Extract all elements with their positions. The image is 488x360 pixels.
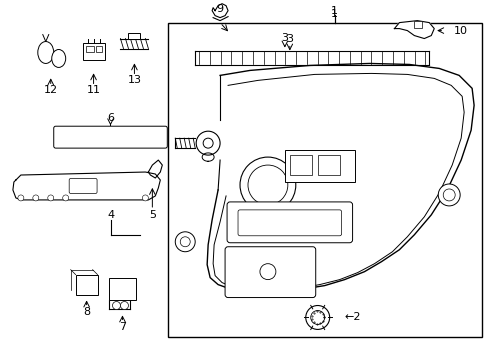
- Polygon shape: [212, 4, 227, 18]
- Circle shape: [203, 138, 213, 148]
- Circle shape: [48, 195, 54, 201]
- Text: 1: 1: [330, 9, 338, 19]
- Text: 13: 13: [127, 75, 141, 85]
- Circle shape: [18, 195, 24, 201]
- Text: 7: 7: [119, 323, 126, 332]
- Text: 8: 8: [83, 307, 90, 318]
- Bar: [128, 32, 140, 39]
- Bar: [82, 42, 104, 60]
- Circle shape: [112, 302, 120, 310]
- Bar: [285, 150, 354, 182]
- Circle shape: [175, 232, 195, 252]
- Text: 5: 5: [148, 210, 156, 220]
- Circle shape: [442, 189, 454, 201]
- Circle shape: [142, 195, 148, 201]
- Polygon shape: [13, 172, 160, 200]
- Text: 12: 12: [43, 85, 58, 95]
- Circle shape: [120, 302, 128, 310]
- Circle shape: [180, 237, 190, 247]
- Text: ←2: ←2: [344, 312, 360, 323]
- Bar: [108, 278, 136, 300]
- Circle shape: [62, 195, 68, 201]
- Bar: [317, 155, 339, 175]
- Text: 6: 6: [107, 113, 114, 123]
- Bar: [95, 45, 102, 53]
- Text: 11: 11: [86, 85, 101, 95]
- Circle shape: [247, 165, 287, 205]
- Bar: [168, 23, 481, 337]
- Text: 10: 10: [453, 26, 467, 36]
- Text: 9: 9: [216, 4, 223, 14]
- Circle shape: [240, 157, 295, 213]
- Bar: [85, 45, 93, 53]
- FancyBboxPatch shape: [224, 247, 315, 298]
- Polygon shape: [394, 21, 433, 39]
- Text: 1: 1: [330, 6, 338, 15]
- Bar: [413, 21, 422, 28]
- Text: 4: 4: [107, 210, 114, 220]
- Ellipse shape: [52, 50, 65, 67]
- FancyBboxPatch shape: [69, 179, 97, 193]
- Bar: [289, 155, 311, 175]
- FancyBboxPatch shape: [226, 202, 352, 243]
- Circle shape: [33, 195, 39, 201]
- Circle shape: [260, 264, 275, 280]
- Circle shape: [196, 131, 220, 155]
- Circle shape: [437, 184, 459, 206]
- Circle shape: [305, 306, 329, 329]
- Bar: [76, 275, 98, 294]
- Ellipse shape: [38, 41, 54, 63]
- FancyBboxPatch shape: [54, 126, 167, 148]
- Text: 3: 3: [286, 33, 293, 44]
- Text: 3: 3: [281, 32, 288, 42]
- Circle shape: [310, 310, 324, 324]
- FancyBboxPatch shape: [238, 210, 341, 236]
